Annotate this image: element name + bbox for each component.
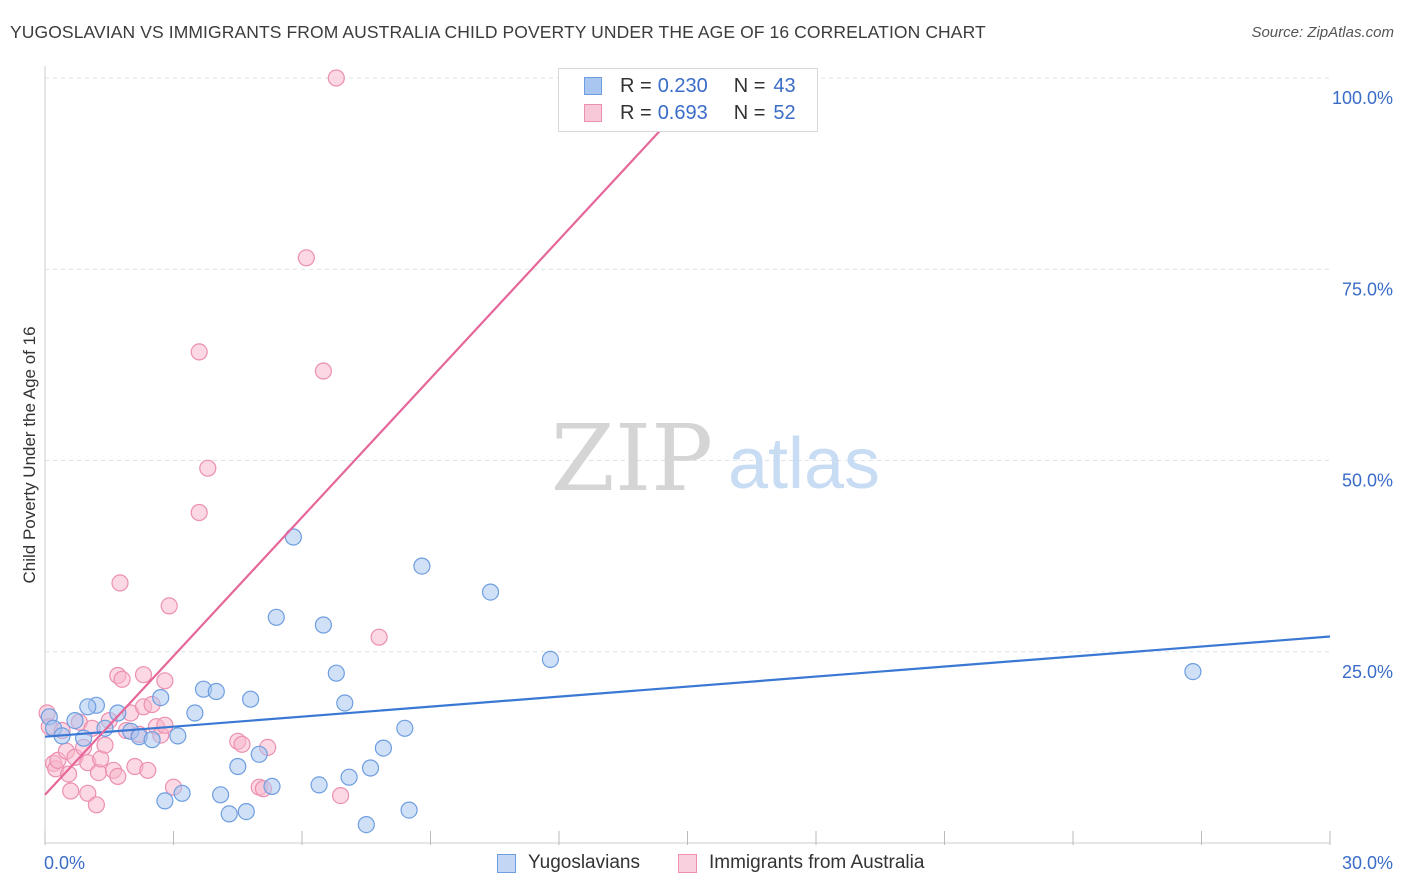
point-immigrant-australia [59, 765, 78, 783]
point-yugoslavian [207, 682, 225, 701]
point-immigrant-australia [233, 735, 251, 753]
legend-swatch-pink [584, 104, 602, 122]
watermark-zip: ZIP [551, 405, 713, 512]
point-immigrant-australia [190, 343, 208, 361]
series-legend-immigrants-australia: Immigrants from Australia [678, 852, 924, 874]
legend-n-label: N = [733, 101, 766, 124]
legend-r-label: R = [620, 74, 652, 97]
point-immigrant-australia [96, 736, 114, 754]
series-label-yugoslavians: Yugoslavians [528, 852, 640, 873]
point-yugoslavian [400, 801, 418, 819]
point-immigrant-australia [199, 459, 217, 477]
y-tick-label: 75.0% [1342, 279, 1393, 299]
chart-title: YUGOSLAVIAN VS IMMIGRANTS FROM AUSTRALIA… [10, 22, 986, 42]
x-tick-label-max: 30.0% [1342, 853, 1393, 873]
gridlines [45, 77, 1330, 653]
point-yugoslavian [361, 759, 380, 777]
point-yugoslavian [310, 776, 328, 794]
point-yugoslavian [212, 786, 230, 804]
point-yugoslavian [336, 694, 354, 712]
point-yugoslavian [186, 704, 204, 722]
x-tick-label-min: 0.0% [44, 853, 85, 873]
point-yugoslavian [263, 777, 281, 796]
point-immigrant-australia [332, 786, 350, 805]
point-yugoslavian [314, 616, 332, 634]
legend-n-value: 43 [773, 74, 796, 97]
point-yugoslavian [220, 805, 238, 823]
point-yugoslavian [143, 731, 161, 749]
series-swatch-blue [497, 853, 516, 873]
point-yugoslavian [340, 768, 358, 786]
point-immigrant-australia [370, 628, 388, 646]
point-immigrant-australia [156, 672, 174, 690]
point-yugoslavian [396, 719, 414, 737]
data-points [38, 69, 1202, 834]
point-yugoslavian [229, 757, 247, 776]
point-immigrant-australia [62, 782, 80, 800]
series-swatch-pink [678, 853, 697, 873]
point-yugoslavian [250, 745, 268, 763]
point-immigrant-australia [139, 761, 157, 779]
point-yugoslavian [481, 583, 500, 601]
point-yugoslavian [66, 711, 84, 730]
point-immigrant-australia [111, 574, 129, 592]
point-immigrant-australia [327, 69, 345, 87]
point-yugoslavian [237, 802, 255, 821]
point-immigrant-australia [113, 670, 131, 688]
legend-n-value: 52 [773, 101, 796, 124]
trend-line-yugoslavians [44, 635, 1331, 738]
point-yugoslavian [173, 784, 191, 802]
series-label-immigrants-australia: Immigrants from Australia [709, 852, 925, 873]
y-tick-label: 100.0% [1332, 88, 1393, 108]
point-yugoslavian [152, 688, 170, 707]
y-axis-label: Child Poverty Under the Age of 16 [20, 326, 39, 584]
watermark: ZIP atlas [551, 405, 880, 512]
point-yugoslavian [284, 528, 302, 546]
trend-lines [44, 100, 1331, 796]
point-yugoslavian [156, 792, 174, 810]
point-immigrant-australia [160, 597, 178, 615]
point-immigrant-australia [314, 362, 332, 380]
series-legend-yugoslavians: Yugoslavians [497, 852, 640, 874]
point-yugoslavian [79, 698, 97, 716]
point-yugoslavian [242, 690, 260, 708]
legend-swatch-blue [584, 77, 602, 95]
legend-row-immigrants-australia: R = 0.693 N = 52 [584, 100, 796, 126]
point-immigrant-australia [134, 666, 153, 684]
trend-line-immigrants-australia [44, 100, 689, 796]
legend-n-label: N = [733, 74, 766, 97]
point-yugoslavian [169, 727, 187, 745]
point-yugoslavian [267, 608, 285, 626]
point-yugoslavian [374, 739, 392, 757]
point-immigrant-australia [297, 249, 315, 267]
legend-r-label: R = [620, 101, 652, 124]
point-yugoslavian [1184, 662, 1202, 681]
legend-row-yugoslavians: R = 0.230 N = 43 [584, 73, 796, 99]
point-yugoslavian [413, 557, 431, 575]
watermark-atlas: atlas [728, 424, 880, 504]
point-immigrant-australia [87, 796, 106, 814]
point-immigrant-australia [109, 767, 127, 786]
y-tick-label: 50.0% [1342, 471, 1393, 491]
tick-labels: 25.0% 50.0% 75.0% 100.0% 0.0% 30.0% [44, 88, 1393, 873]
point-yugoslavian [357, 815, 375, 834]
series-legend: Yugoslavians Immigrants from Australia [0, 852, 1406, 878]
correlation-legend: R = 0.230 N = 43 R = 0.693 N = 52 [558, 68, 818, 132]
point-yugoslavian [109, 704, 127, 722]
point-immigrant-australia [190, 503, 208, 522]
point-immigrant-australia [156, 716, 174, 734]
chart-source: Source: ZipAtlas.com [1251, 24, 1394, 41]
point-immigrant-australia [79, 784, 97, 802]
point-yugoslavian [541, 650, 560, 669]
legend-r-value: 0.693 [657, 101, 708, 124]
legend-r-value: 0.230 [657, 74, 708, 97]
y-tick-label: 25.0% [1342, 662, 1393, 682]
point-yugoslavian [327, 664, 345, 682]
